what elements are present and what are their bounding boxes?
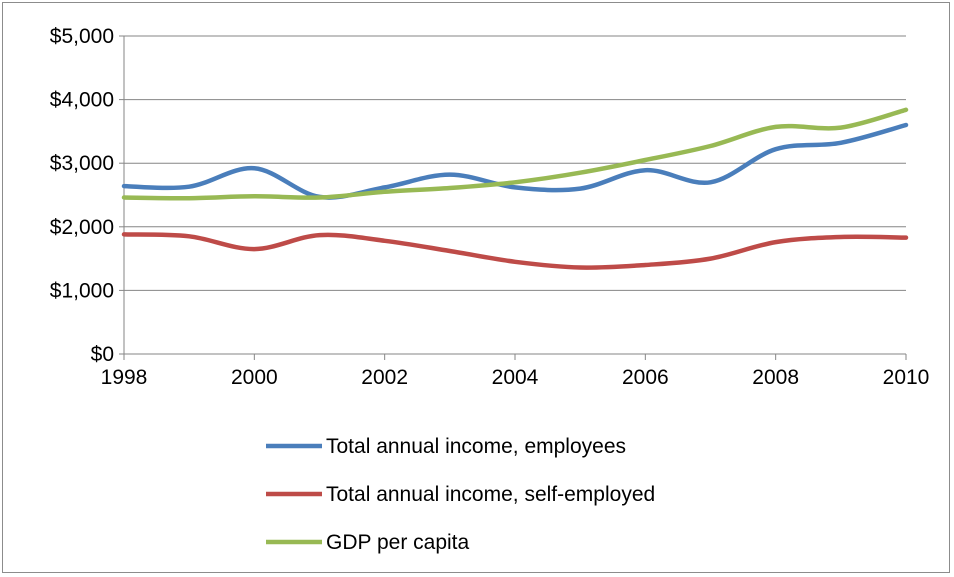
- y-tick-label: $3,000: [50, 152, 114, 175]
- series-line-1: [121, 122, 909, 200]
- legend: Total annual income, employees Total annu…: [266, 435, 655, 554]
- series-line-2: [121, 232, 909, 270]
- y-tick-label: $4,000: [50, 89, 114, 112]
- x-tick-label: 2010: [883, 366, 930, 389]
- series-line-3: [121, 107, 909, 201]
- y-axis-ticks: $0 $1,000 $2,000 $3,000 $4,000 $5,000: [50, 25, 124, 366]
- series-lines: [121, 107, 909, 270]
- x-tick-label: 2002: [361, 366, 408, 389]
- x-tick-label: 2000: [231, 366, 278, 389]
- gridlines: [124, 35, 906, 291]
- x-tick-label: 1998: [101, 366, 148, 389]
- legend-label: Total annual income, employees: [326, 435, 626, 458]
- x-axis-ticks: 1998 2000 2002 2004 2006 2008 2010: [101, 354, 930, 389]
- legend-label: GDP per capita: [326, 531, 470, 554]
- line-chart: $0 $1,000 $2,000 $3,000 $4,000 $5,000 1998 200…: [50, 25, 930, 554]
- y-tick-label: $5,000: [50, 25, 114, 48]
- y-tick-label: $0: [91, 343, 114, 366]
- x-tick-label: 2006: [622, 366, 669, 389]
- x-tick-label: 2004: [492, 366, 539, 389]
- y-tick-label: $1,000: [50, 279, 114, 302]
- x-tick-label: 2008: [752, 366, 799, 389]
- y-tick-label: $2,000: [50, 216, 114, 239]
- legend-label: Total annual income, self-employed: [326, 483, 655, 506]
